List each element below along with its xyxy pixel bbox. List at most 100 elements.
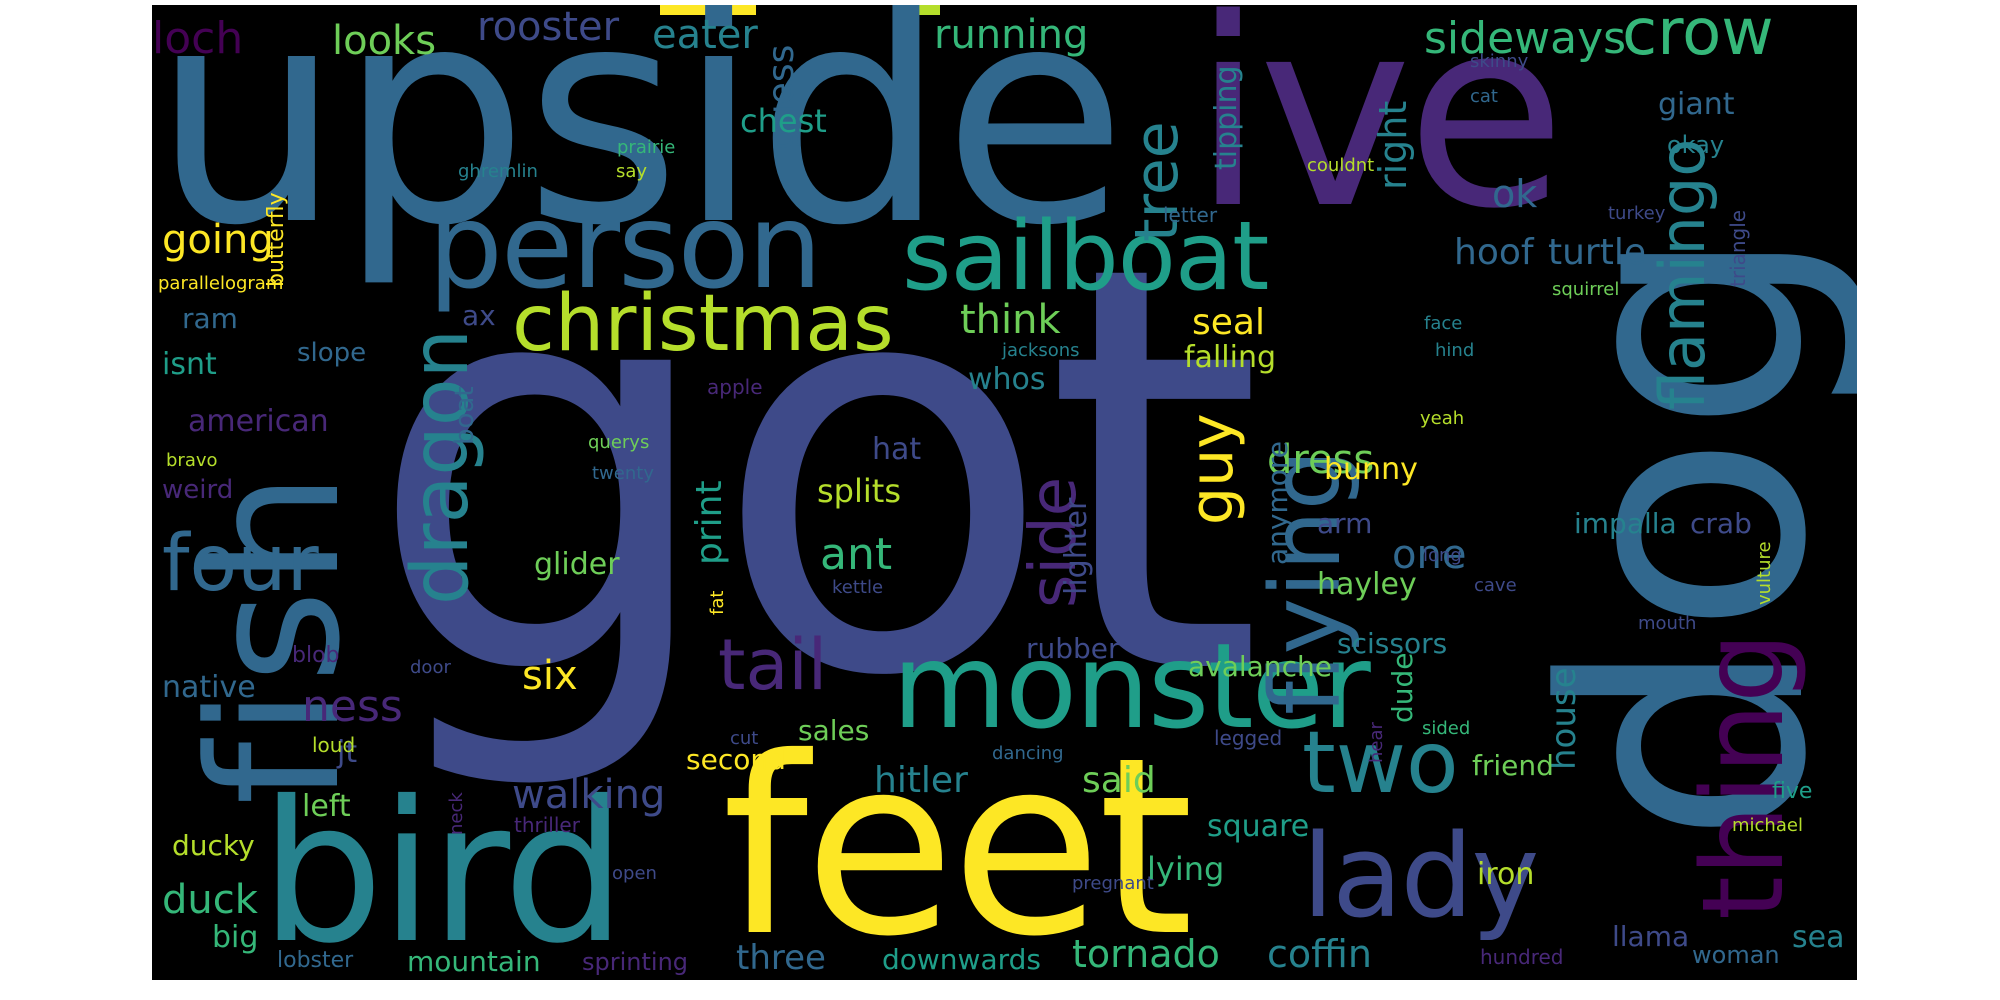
word: second (686, 743, 786, 776)
word: christmas (512, 279, 894, 369)
word: dragon (396, 328, 486, 605)
word: neck (446, 792, 467, 835)
word: parallelogram (158, 273, 284, 294)
word: boat (450, 386, 480, 445)
word: lobster (277, 948, 354, 973)
word: cave (1474, 575, 1517, 596)
word: five (1772, 779, 1813, 804)
word: impalla (1574, 507, 1677, 540)
word: pregnant (1072, 873, 1154, 894)
word: flamingo (1646, 138, 1719, 410)
word: friend (1472, 749, 1554, 782)
word: looks (332, 18, 437, 64)
word: hitler (874, 760, 968, 801)
word: bravo (166, 450, 218, 471)
word: guy (1177, 413, 1247, 525)
word: triangle (1726, 209, 1750, 287)
word: woman (1692, 941, 1780, 969)
word: ok (1492, 172, 1538, 216)
word: arm (1317, 507, 1373, 540)
word: giant (1658, 87, 1735, 122)
word: chest (740, 102, 827, 140)
word: couldnt (1307, 155, 1375, 176)
word: yeah (1420, 408, 1465, 429)
word: dude (1386, 652, 1419, 723)
word: square (1207, 809, 1310, 844)
word: duck (162, 877, 258, 923)
word: splits (817, 472, 901, 510)
word: apple (707, 375, 763, 399)
word: seal (1192, 302, 1265, 343)
word: feet (722, 705, 1194, 980)
word: face (1424, 313, 1463, 334)
word: falling (1184, 340, 1277, 375)
word: slope (297, 338, 367, 368)
clipped-word-fragment (914, 5, 940, 15)
word: glider (534, 547, 620, 582)
word: one (1392, 532, 1467, 578)
word: native (162, 670, 256, 705)
word: scissors (1337, 627, 1448, 660)
word: eater (652, 12, 758, 58)
word: anymore (1261, 440, 1294, 565)
word: upside (152, 5, 1127, 291)
word: querys (588, 432, 650, 453)
word: three (736, 938, 826, 978)
word: tail (718, 624, 828, 706)
word: ant (820, 529, 893, 580)
word: downwards (882, 943, 1041, 976)
word: cat (1470, 86, 1498, 107)
word: crow (1622, 5, 1774, 70)
word: six (522, 653, 578, 699)
word: sided (1422, 718, 1471, 739)
word: say (616, 161, 648, 182)
word: loch (152, 13, 244, 64)
word: kettle (832, 577, 884, 598)
word: ax (462, 299, 496, 332)
word: bird (260, 759, 626, 980)
word: fat (707, 590, 728, 615)
word: tipping (1209, 65, 1244, 170)
word: hat (872, 432, 922, 467)
word: lying (1147, 850, 1225, 888)
word: ducky (172, 829, 255, 862)
word: iron (1477, 857, 1535, 892)
word: llama (1612, 920, 1690, 953)
word: bunny (1324, 452, 1418, 487)
word: american (188, 404, 329, 439)
word: running (934, 12, 1089, 58)
word: ghremlin (458, 161, 538, 182)
word: sea (1792, 920, 1845, 955)
word: lighter (1059, 497, 1094, 595)
word: whos (968, 362, 1046, 397)
word: ram (182, 302, 238, 335)
word: mouth (1638, 613, 1697, 634)
word: left (302, 789, 351, 824)
word: prairie (617, 137, 676, 158)
word: think (960, 297, 1061, 343)
word: sprinting (582, 948, 689, 976)
word: ness (302, 681, 403, 732)
word: big (212, 920, 259, 955)
word: two (1302, 713, 1459, 813)
word: dress (1267, 437, 1375, 483)
word: said (1082, 760, 1156, 801)
clipped-word-fragment (660, 5, 756, 15)
word: blob (292, 643, 340, 668)
word: loud (312, 733, 356, 757)
word: open (612, 863, 657, 884)
word: turtle (1548, 232, 1646, 273)
word: got (366, 147, 1264, 799)
word: coffin (1267, 932, 1372, 976)
word: thing (1679, 631, 1809, 920)
word: mountain (407, 945, 541, 978)
word: long (1423, 545, 1462, 566)
word: skinny (1470, 51, 1529, 72)
word: cut (730, 728, 759, 749)
word: walking (512, 772, 666, 818)
word: right (1371, 100, 1415, 190)
word: person (428, 177, 822, 315)
word: avalanche (1188, 650, 1332, 683)
word: rubber (1026, 632, 1120, 665)
word: twenty (592, 463, 654, 484)
